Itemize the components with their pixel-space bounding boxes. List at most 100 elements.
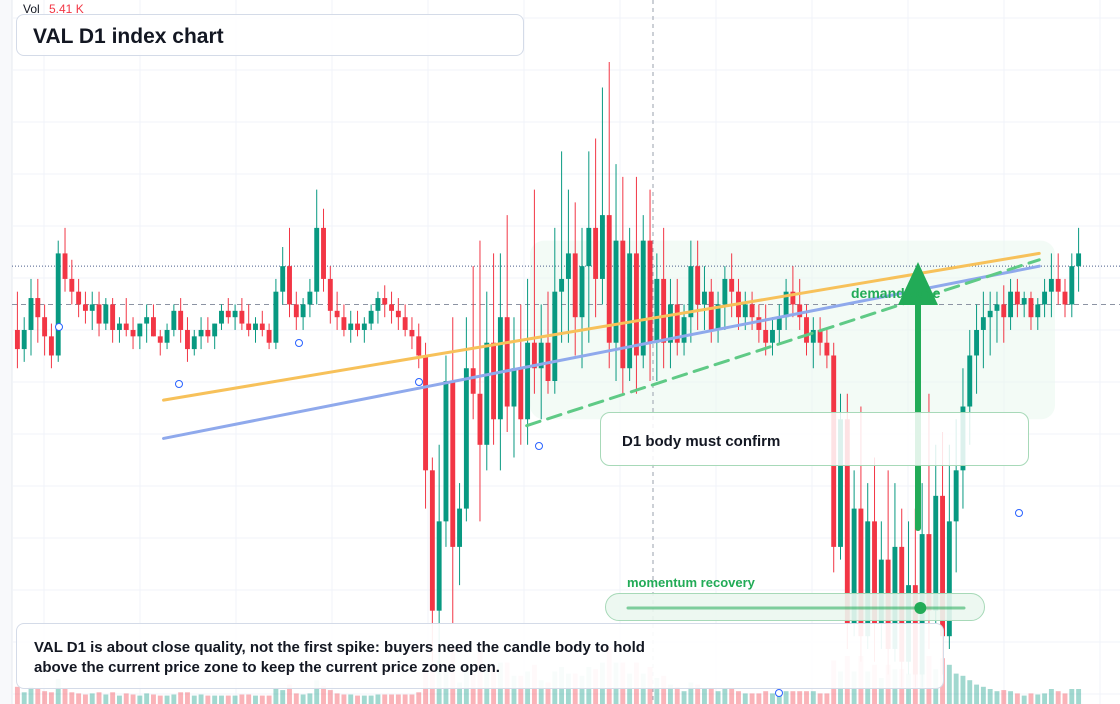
candle-body — [851, 508, 857, 624]
candle-body — [55, 253, 61, 356]
candle-body — [497, 317, 503, 420]
volume-bar — [579, 675, 585, 704]
candle-body — [749, 304, 755, 318]
demand-zone-label: demand zone — [851, 285, 941, 301]
volume-bar — [1048, 689, 1054, 704]
confirm-note-card: D1 body must confirm — [600, 412, 1029, 466]
candle-body — [130, 329, 136, 337]
candle-body — [239, 310, 245, 324]
volume-bar — [144, 693, 150, 704]
trendline — [525, 258, 1041, 428]
candle-body — [586, 227, 592, 267]
candle-body — [742, 304, 748, 318]
candle-body — [776, 317, 782, 330]
candle-body — [137, 323, 143, 337]
volume-bar — [382, 694, 388, 704]
candle-body — [531, 342, 537, 369]
volume-bar — [341, 694, 347, 704]
volume-bar — [198, 694, 204, 704]
volume-bar — [253, 695, 258, 704]
volume-bar — [21, 692, 27, 704]
candle-body — [443, 381, 449, 522]
volume-bar — [225, 695, 231, 704]
volume-bar — [69, 692, 75, 704]
volume-bar — [674, 686, 680, 704]
momentum-label: momentum recovery — [627, 575, 755, 590]
volume-bar — [681, 691, 687, 704]
candle-body — [327, 278, 333, 311]
candle-body — [89, 304, 95, 311]
candle-body — [389, 304, 394, 311]
candle-body — [504, 317, 510, 407]
candle-body — [661, 278, 667, 343]
marker-dot — [775, 689, 783, 697]
candle-body — [695, 266, 701, 305]
volume-bar — [82, 694, 88, 704]
volume-bar — [1001, 690, 1007, 704]
candle-body — [157, 336, 163, 343]
candle-body — [491, 342, 497, 420]
volume-bar — [178, 692, 184, 704]
candle-body — [382, 298, 388, 305]
candle-body — [457, 508, 463, 547]
candle-body — [484, 342, 490, 445]
candle-body — [300, 304, 306, 318]
candle-body — [1028, 298, 1034, 318]
candle-body — [470, 368, 476, 394]
marker-dot — [415, 378, 423, 386]
volume-bar — [994, 691, 1000, 704]
trendline — [162, 251, 1041, 402]
candle-body — [96, 304, 102, 324]
volume-bar — [810, 691, 816, 704]
candle-body — [103, 304, 109, 324]
candle-body — [688, 266, 694, 318]
candle-body — [225, 310, 231, 318]
candle-body — [967, 355, 973, 407]
momentum-slider[interactable] — [605, 593, 985, 621]
volume-bar — [695, 684, 701, 704]
candle-body — [429, 470, 435, 611]
candle-body — [409, 329, 415, 337]
candle-body — [763, 329, 769, 343]
volume-bar — [103, 694, 109, 704]
candle-body — [797, 304, 803, 318]
volume-bar — [96, 692, 102, 704]
volume-bar — [307, 693, 313, 704]
candle-body — [620, 240, 626, 369]
candle-body — [191, 336, 197, 350]
volume-bar — [116, 695, 122, 704]
candle-body — [824, 342, 830, 356]
volume-bar — [402, 694, 408, 704]
candle-body — [804, 317, 809, 343]
volume-bar — [205, 695, 211, 704]
volume-bar — [273, 687, 279, 704]
candle-body — [368, 310, 374, 324]
candle-body — [572, 253, 578, 318]
marker-dot — [55, 323, 63, 331]
slider-knob-icon[interactable] — [914, 602, 927, 614]
volume-bar — [538, 680, 544, 704]
candle-body — [1001, 304, 1007, 318]
candle-body — [633, 253, 639, 356]
candle-body — [783, 291, 789, 318]
candle-body — [287, 266, 292, 305]
volume-bar — [232, 695, 238, 704]
candle-body — [987, 310, 993, 318]
candle-body — [116, 323, 122, 330]
candle-body — [559, 278, 565, 292]
candle-body — [613, 240, 619, 343]
candle-body — [858, 508, 864, 637]
candle-body — [667, 304, 673, 343]
candle-body — [1048, 278, 1054, 292]
candle-body — [280, 266, 286, 292]
candle-body — [865, 521, 871, 637]
candle-body — [232, 310, 238, 318]
candle-body — [76, 291, 82, 305]
volume-bar — [457, 682, 463, 704]
volume-bar — [742, 693, 748, 704]
candle-body — [878, 559, 884, 624]
candle-body — [994, 304, 1000, 311]
candle-body — [355, 323, 360, 330]
volume-bar — [293, 693, 299, 704]
marker-dot — [175, 380, 183, 388]
